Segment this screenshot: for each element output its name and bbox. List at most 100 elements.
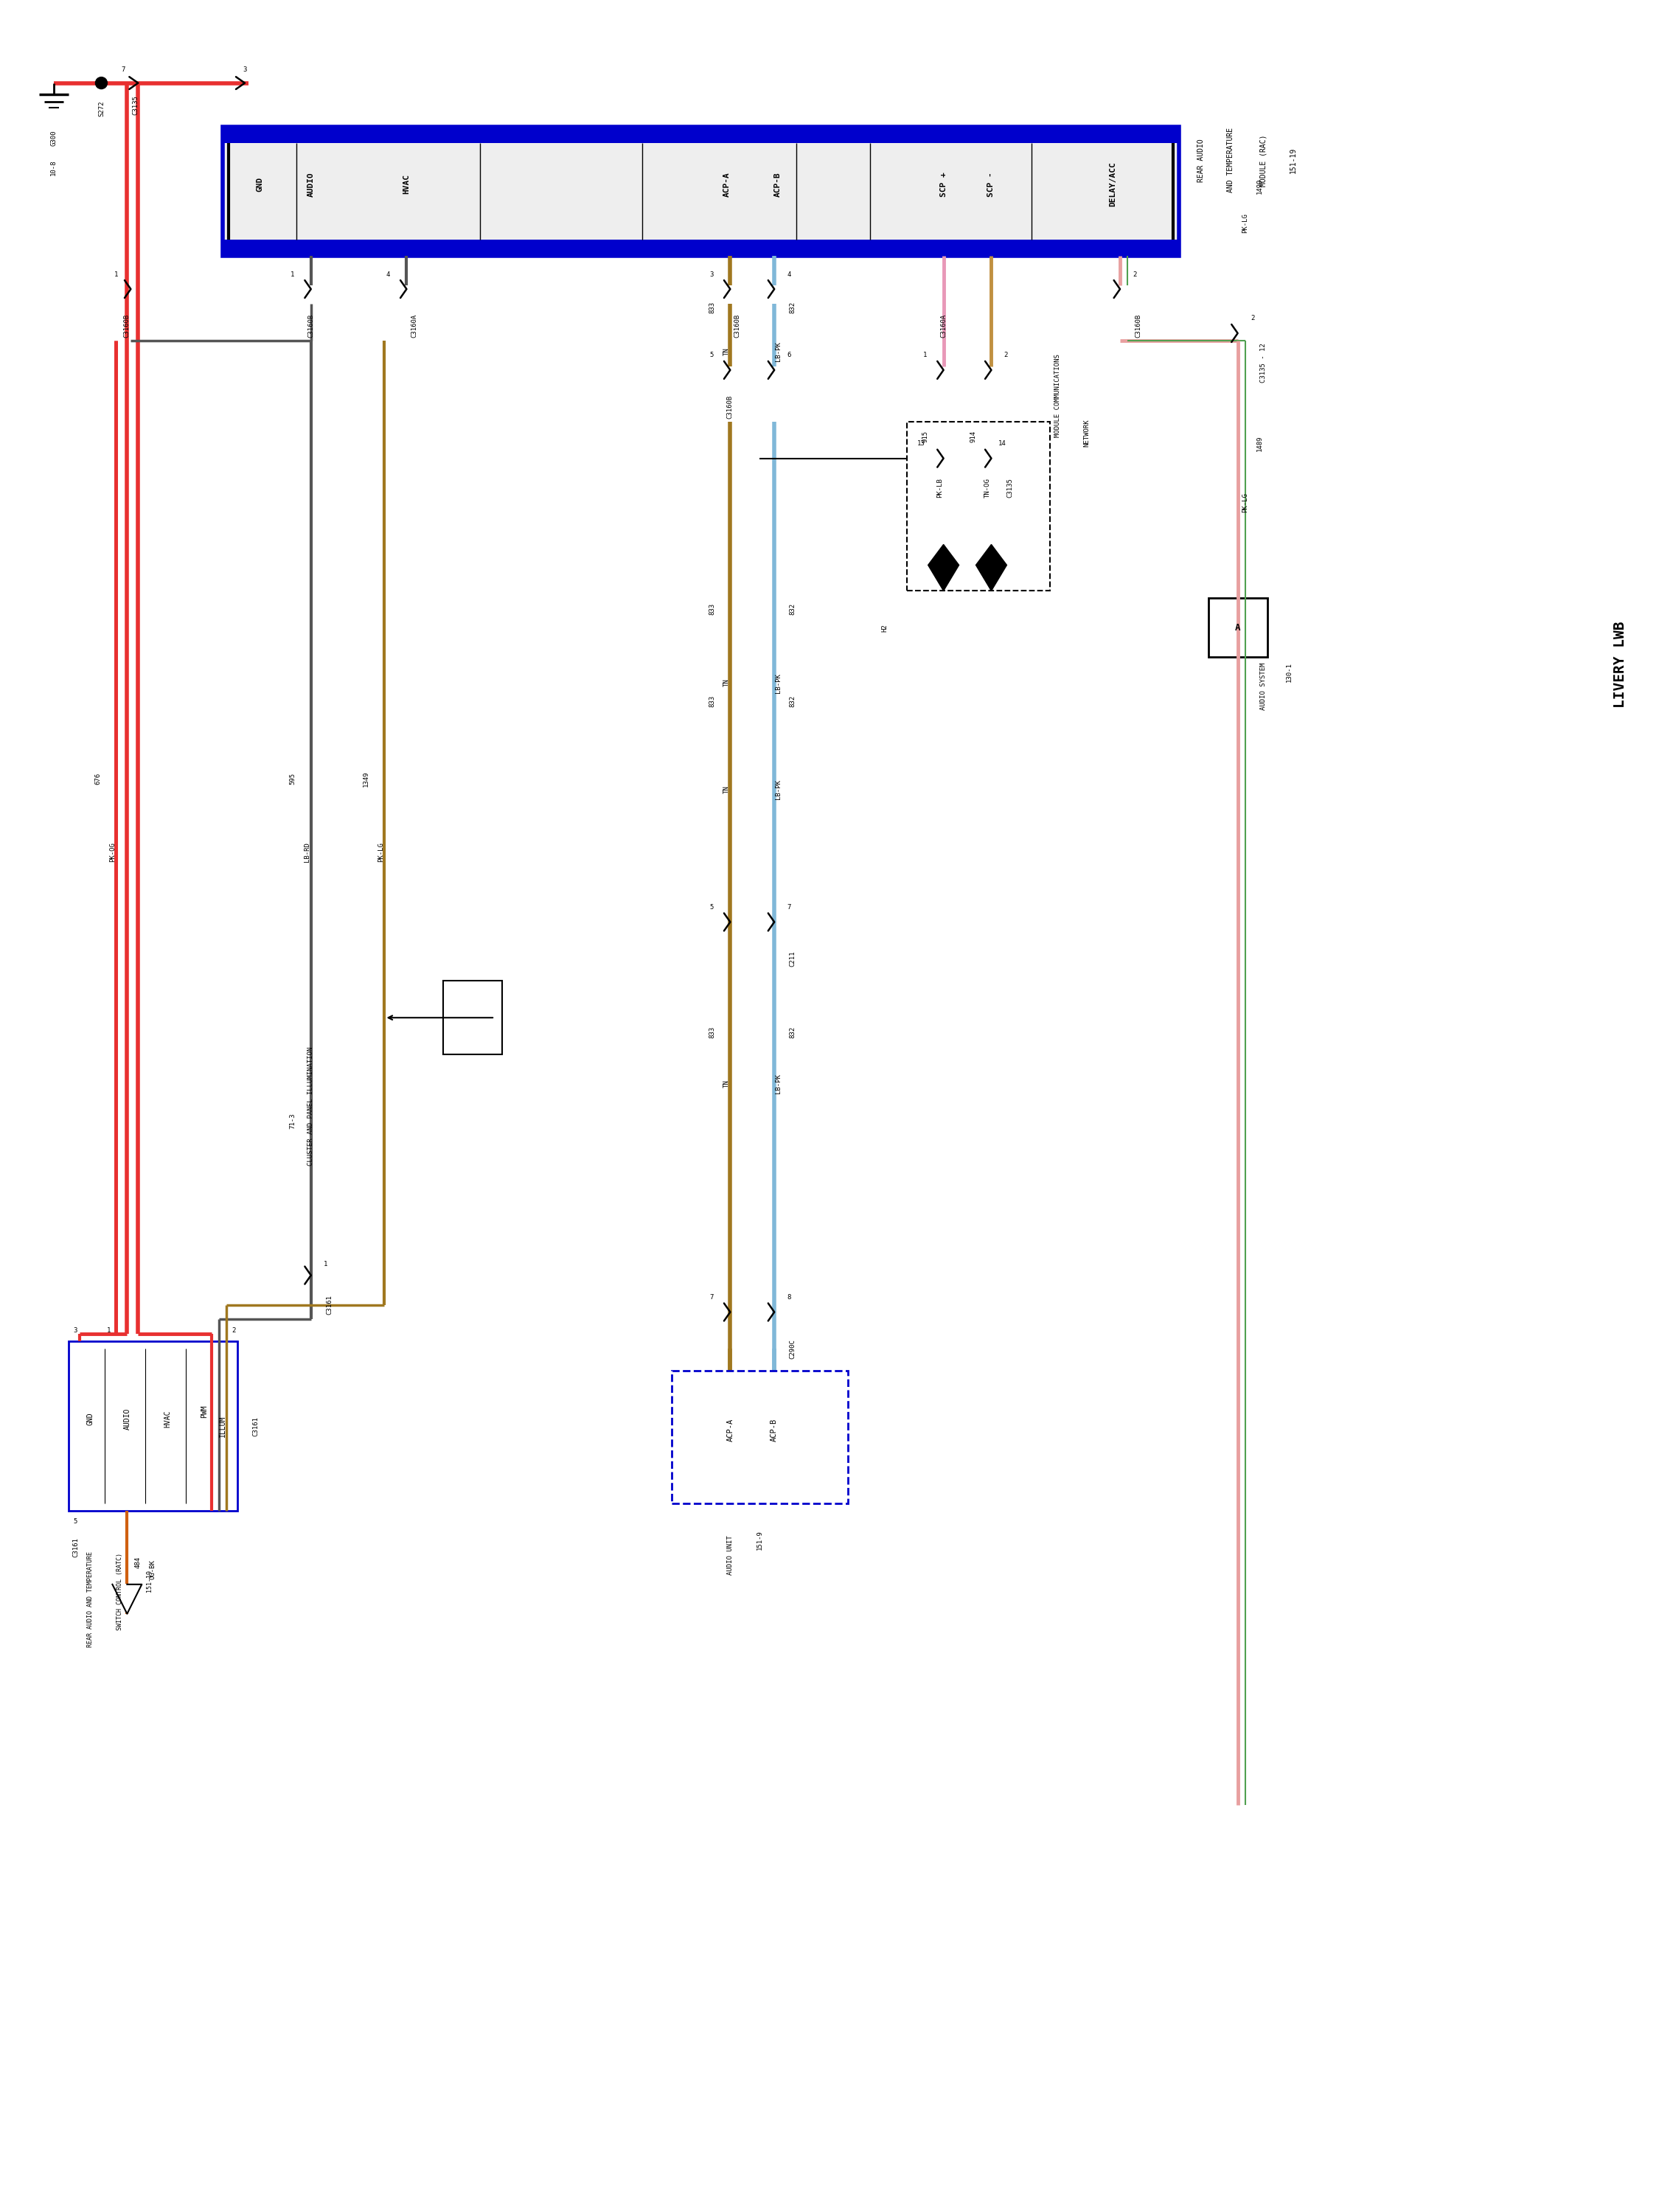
Text: SCP +: SCP +: [939, 173, 947, 197]
Bar: [443, 980, 503, 1055]
Polygon shape: [927, 544, 959, 591]
Text: CLUSTER AND PANEL ILLUMINATION: CLUSTER AND PANEL ILLUMINATION: [307, 1046, 314, 1166]
Text: 1: 1: [114, 272, 118, 279]
Bar: [1208, 597, 1267, 657]
Text: 832: 832: [790, 301, 796, 314]
Text: 833: 833: [708, 301, 715, 314]
Text: 7: 7: [121, 66, 126, 73]
Text: REAR AUDIO AND TEMPERATURE: REAR AUDIO AND TEMPERATURE: [86, 1551, 93, 1648]
Text: 832: 832: [790, 695, 796, 708]
Text: SCP -: SCP -: [987, 173, 995, 197]
Text: 6: 6: [786, 352, 791, 358]
Text: 2: 2: [1133, 272, 1136, 279]
Text: HVAC: HVAC: [403, 175, 410, 195]
Text: ACP-A: ACP-A: [723, 173, 730, 197]
Text: 130-1: 130-1: [1286, 661, 1292, 681]
Bar: [222, 126, 1180, 257]
Text: AUDIO SYSTEM: AUDIO SYSTEM: [1261, 664, 1267, 710]
Text: 5: 5: [73, 1517, 78, 1524]
Polygon shape: [975, 544, 1007, 591]
Bar: [229, 133, 1173, 250]
Text: 8: 8: [786, 1294, 791, 1301]
Text: AUDIO: AUDIO: [123, 1409, 131, 1429]
Text: GND: GND: [255, 177, 264, 192]
Text: 1: 1: [922, 352, 927, 358]
Text: 71-3: 71-3: [289, 1113, 295, 1128]
Text: GND: GND: [86, 1411, 95, 1425]
Text: TN: TN: [723, 347, 730, 356]
Bar: [68, 1340, 237, 1511]
Text: 1: 1: [106, 1327, 111, 1334]
Text: C3160A: C3160A: [411, 314, 418, 338]
Text: C3135: C3135: [133, 95, 139, 115]
Text: 3: 3: [73, 1327, 78, 1334]
Text: 1: 1: [290, 272, 295, 279]
Text: C3160B: C3160B: [735, 314, 742, 338]
Text: 3: 3: [710, 272, 713, 279]
Text: S272: S272: [98, 102, 105, 117]
Polygon shape: [113, 1584, 141, 1615]
Text: C3160B: C3160B: [307, 314, 314, 338]
Text: LB-PK: LB-PK: [775, 341, 781, 361]
Text: LB-PK: LB-PK: [775, 672, 781, 692]
Text: 151-19: 151-19: [146, 1571, 153, 1593]
Text: 1489: 1489: [1256, 436, 1262, 451]
Text: C3160B: C3160B: [124, 314, 131, 338]
Text: 2: 2: [1004, 352, 1009, 358]
Text: 7: 7: [710, 1294, 713, 1301]
Text: 484: 484: [134, 1557, 141, 1568]
Text: 832: 832: [790, 604, 796, 615]
Text: TN: TN: [723, 679, 730, 686]
Text: LB-PK: LB-PK: [775, 1075, 781, 1093]
Circle shape: [96, 77, 108, 88]
Text: 833: 833: [708, 604, 715, 615]
Text: ILLUM: ILLUM: [219, 1416, 226, 1438]
Text: ACP-B: ACP-B: [775, 173, 781, 197]
Text: C211: C211: [790, 951, 796, 967]
Text: 833: 833: [708, 1026, 715, 1037]
Text: TN: TN: [723, 1079, 730, 1088]
Text: C3160A: C3160A: [941, 314, 947, 338]
Text: SWITCH CONTROL (RATC): SWITCH CONTROL (RATC): [116, 1553, 123, 1630]
Text: 915: 915: [922, 431, 929, 442]
Text: HVAC: HVAC: [164, 1409, 171, 1427]
Text: 5: 5: [710, 905, 713, 911]
Text: 4: 4: [387, 272, 390, 279]
Text: PK-OG: PK-OG: [109, 843, 116, 863]
Bar: [222, 126, 1180, 144]
Bar: [222, 239, 1180, 257]
Text: C3161: C3161: [252, 1416, 259, 1436]
Text: H2: H2: [881, 624, 888, 633]
Text: MODULE (RAC): MODULE (RAC): [1259, 135, 1267, 186]
Text: 1499: 1499: [1256, 179, 1262, 195]
Text: C3161: C3161: [73, 1537, 80, 1557]
Text: 7: 7: [786, 905, 791, 911]
Text: 1349: 1349: [363, 770, 370, 787]
Text: A: A: [1234, 624, 1241, 633]
Text: 5: 5: [710, 352, 713, 358]
Text: LB-RD: LB-RD: [304, 843, 310, 863]
Bar: [672, 1371, 848, 1504]
Text: LIVERY LWB: LIVERY LWB: [1613, 622, 1627, 708]
Text: 13: 13: [917, 440, 926, 447]
Text: MODULE COMMUNICATIONS: MODULE COMMUNICATIONS: [1053, 354, 1060, 438]
Text: 595: 595: [289, 772, 295, 785]
Text: C3160B: C3160B: [1135, 314, 1141, 338]
Text: ACP-B: ACP-B: [771, 1418, 778, 1442]
Text: LB-PK: LB-PK: [775, 779, 781, 799]
Text: 4: 4: [786, 272, 791, 279]
Text: C3160B: C3160B: [727, 396, 733, 418]
Text: 151-19: 151-19: [1289, 148, 1297, 173]
Text: 832: 832: [790, 1026, 796, 1037]
Text: 1: 1: [324, 1261, 328, 1267]
Text: 2: 2: [232, 1327, 236, 1334]
Text: 3: 3: [242, 66, 247, 73]
Text: ACP-A: ACP-A: [727, 1418, 733, 1442]
Bar: [907, 422, 1050, 591]
Text: C3135 - 12: C3135 - 12: [1261, 343, 1267, 383]
Text: NETWORK: NETWORK: [1083, 418, 1090, 447]
Text: C3161: C3161: [327, 1294, 333, 1314]
Text: 833: 833: [708, 695, 715, 708]
Text: TN-OG: TN-OG: [984, 478, 990, 498]
Text: G300: G300: [50, 131, 56, 146]
